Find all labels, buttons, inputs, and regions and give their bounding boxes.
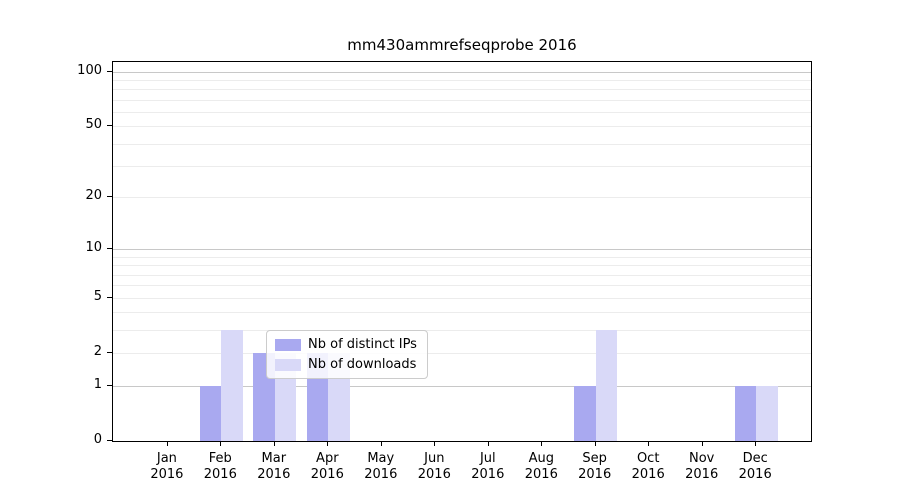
y-tick-mark bbox=[107, 125, 112, 127]
minor-gridline bbox=[113, 80, 811, 81]
y-tick-label: 2 bbox=[93, 344, 102, 360]
y-tick-label: 0 bbox=[93, 432, 102, 447]
minor-gridline bbox=[113, 312, 811, 314]
legend-entry: Nb of distinct IPs bbox=[275, 337, 417, 352]
minor-gridline bbox=[113, 126, 811, 128]
x-tick-mark bbox=[755, 442, 757, 446]
major-gridline bbox=[113, 249, 811, 251]
x-tick-label: Sep 2016 bbox=[578, 451, 612, 482]
x-tick-label: Apr 2016 bbox=[310, 451, 344, 482]
y-tick-mark bbox=[107, 296, 112, 298]
x-tick-mark bbox=[434, 442, 436, 446]
x-tick-label: Oct 2016 bbox=[631, 451, 665, 482]
y-tick-label: 5 bbox=[93, 288, 102, 304]
x-tick-label: Feb 2016 bbox=[203, 451, 237, 482]
bar bbox=[756, 385, 778, 441]
y-tick-mark bbox=[107, 352, 112, 354]
y-tick-mark bbox=[107, 384, 112, 386]
x-tick-mark bbox=[220, 442, 222, 446]
bar bbox=[734, 385, 757, 441]
x-tick-label: Jun 2016 bbox=[417, 451, 451, 482]
x-tick-label: Jan 2016 bbox=[150, 451, 184, 482]
x-tick-mark bbox=[380, 442, 382, 446]
legend-swatch bbox=[275, 358, 301, 371]
minor-gridline bbox=[113, 89, 811, 91]
x-tick-label: Jul 2016 bbox=[471, 451, 505, 482]
y-tick-label: 20 bbox=[85, 188, 102, 204]
x-tick-label: Dec 2016 bbox=[738, 451, 772, 482]
x-tick-mark bbox=[541, 442, 543, 446]
bar bbox=[221, 330, 243, 441]
x-tick-mark bbox=[327, 442, 329, 446]
major-gridline bbox=[113, 71, 811, 73]
minor-gridline bbox=[113, 143, 811, 145]
minor-gridline bbox=[113, 112, 811, 113]
minor-gridline bbox=[113, 297, 811, 299]
minor-gridline bbox=[113, 285, 811, 287]
minor-gridline bbox=[113, 265, 811, 267]
x-tick-mark bbox=[594, 442, 596, 446]
minor-gridline bbox=[113, 197, 811, 199]
legend-entry: Nb of downloads bbox=[275, 357, 417, 372]
minor-gridline bbox=[113, 166, 811, 168]
x-tick-label: Mar 2016 bbox=[257, 451, 291, 482]
bar bbox=[199, 385, 222, 441]
x-tick-mark bbox=[487, 442, 489, 446]
x-tick-mark bbox=[648, 442, 650, 446]
y-tick-label: 1 bbox=[93, 376, 102, 392]
minor-gridline bbox=[113, 353, 811, 355]
y-tick-label: 50 bbox=[85, 117, 102, 133]
x-tick-label: Nov 2016 bbox=[685, 451, 719, 482]
chart-title: mm430ammrefseqprobe 2016 bbox=[347, 36, 577, 54]
x-tick-label: May 2016 bbox=[364, 451, 398, 482]
minor-gridline bbox=[113, 256, 811, 258]
y-tick-label: 10 bbox=[85, 240, 102, 256]
y-tick-mark bbox=[107, 70, 112, 72]
y-tick-mark bbox=[107, 440, 112, 441]
x-tick-mark bbox=[273, 442, 275, 446]
y-tick-label: 100 bbox=[77, 62, 102, 78]
legend-swatch bbox=[275, 338, 301, 351]
plot-area bbox=[112, 61, 812, 442]
minor-gridline bbox=[113, 99, 811, 101]
legend: Nb of distinct IPs Nb of downloads bbox=[266, 330, 428, 379]
x-tick-label: Aug 2016 bbox=[524, 451, 558, 482]
major-gridline bbox=[113, 385, 811, 387]
y-tick-mark bbox=[107, 196, 112, 198]
legend-label: Nb of distinct IPs bbox=[308, 337, 417, 352]
bar bbox=[595, 330, 618, 441]
y-tick-mark bbox=[107, 248, 112, 250]
minor-gridline bbox=[113, 274, 811, 276]
bar bbox=[574, 385, 596, 441]
x-tick-mark bbox=[166, 442, 168, 446]
legend-label: Nb of downloads bbox=[308, 357, 417, 372]
x-tick-mark bbox=[701, 442, 703, 446]
minor-gridline bbox=[113, 330, 811, 332]
